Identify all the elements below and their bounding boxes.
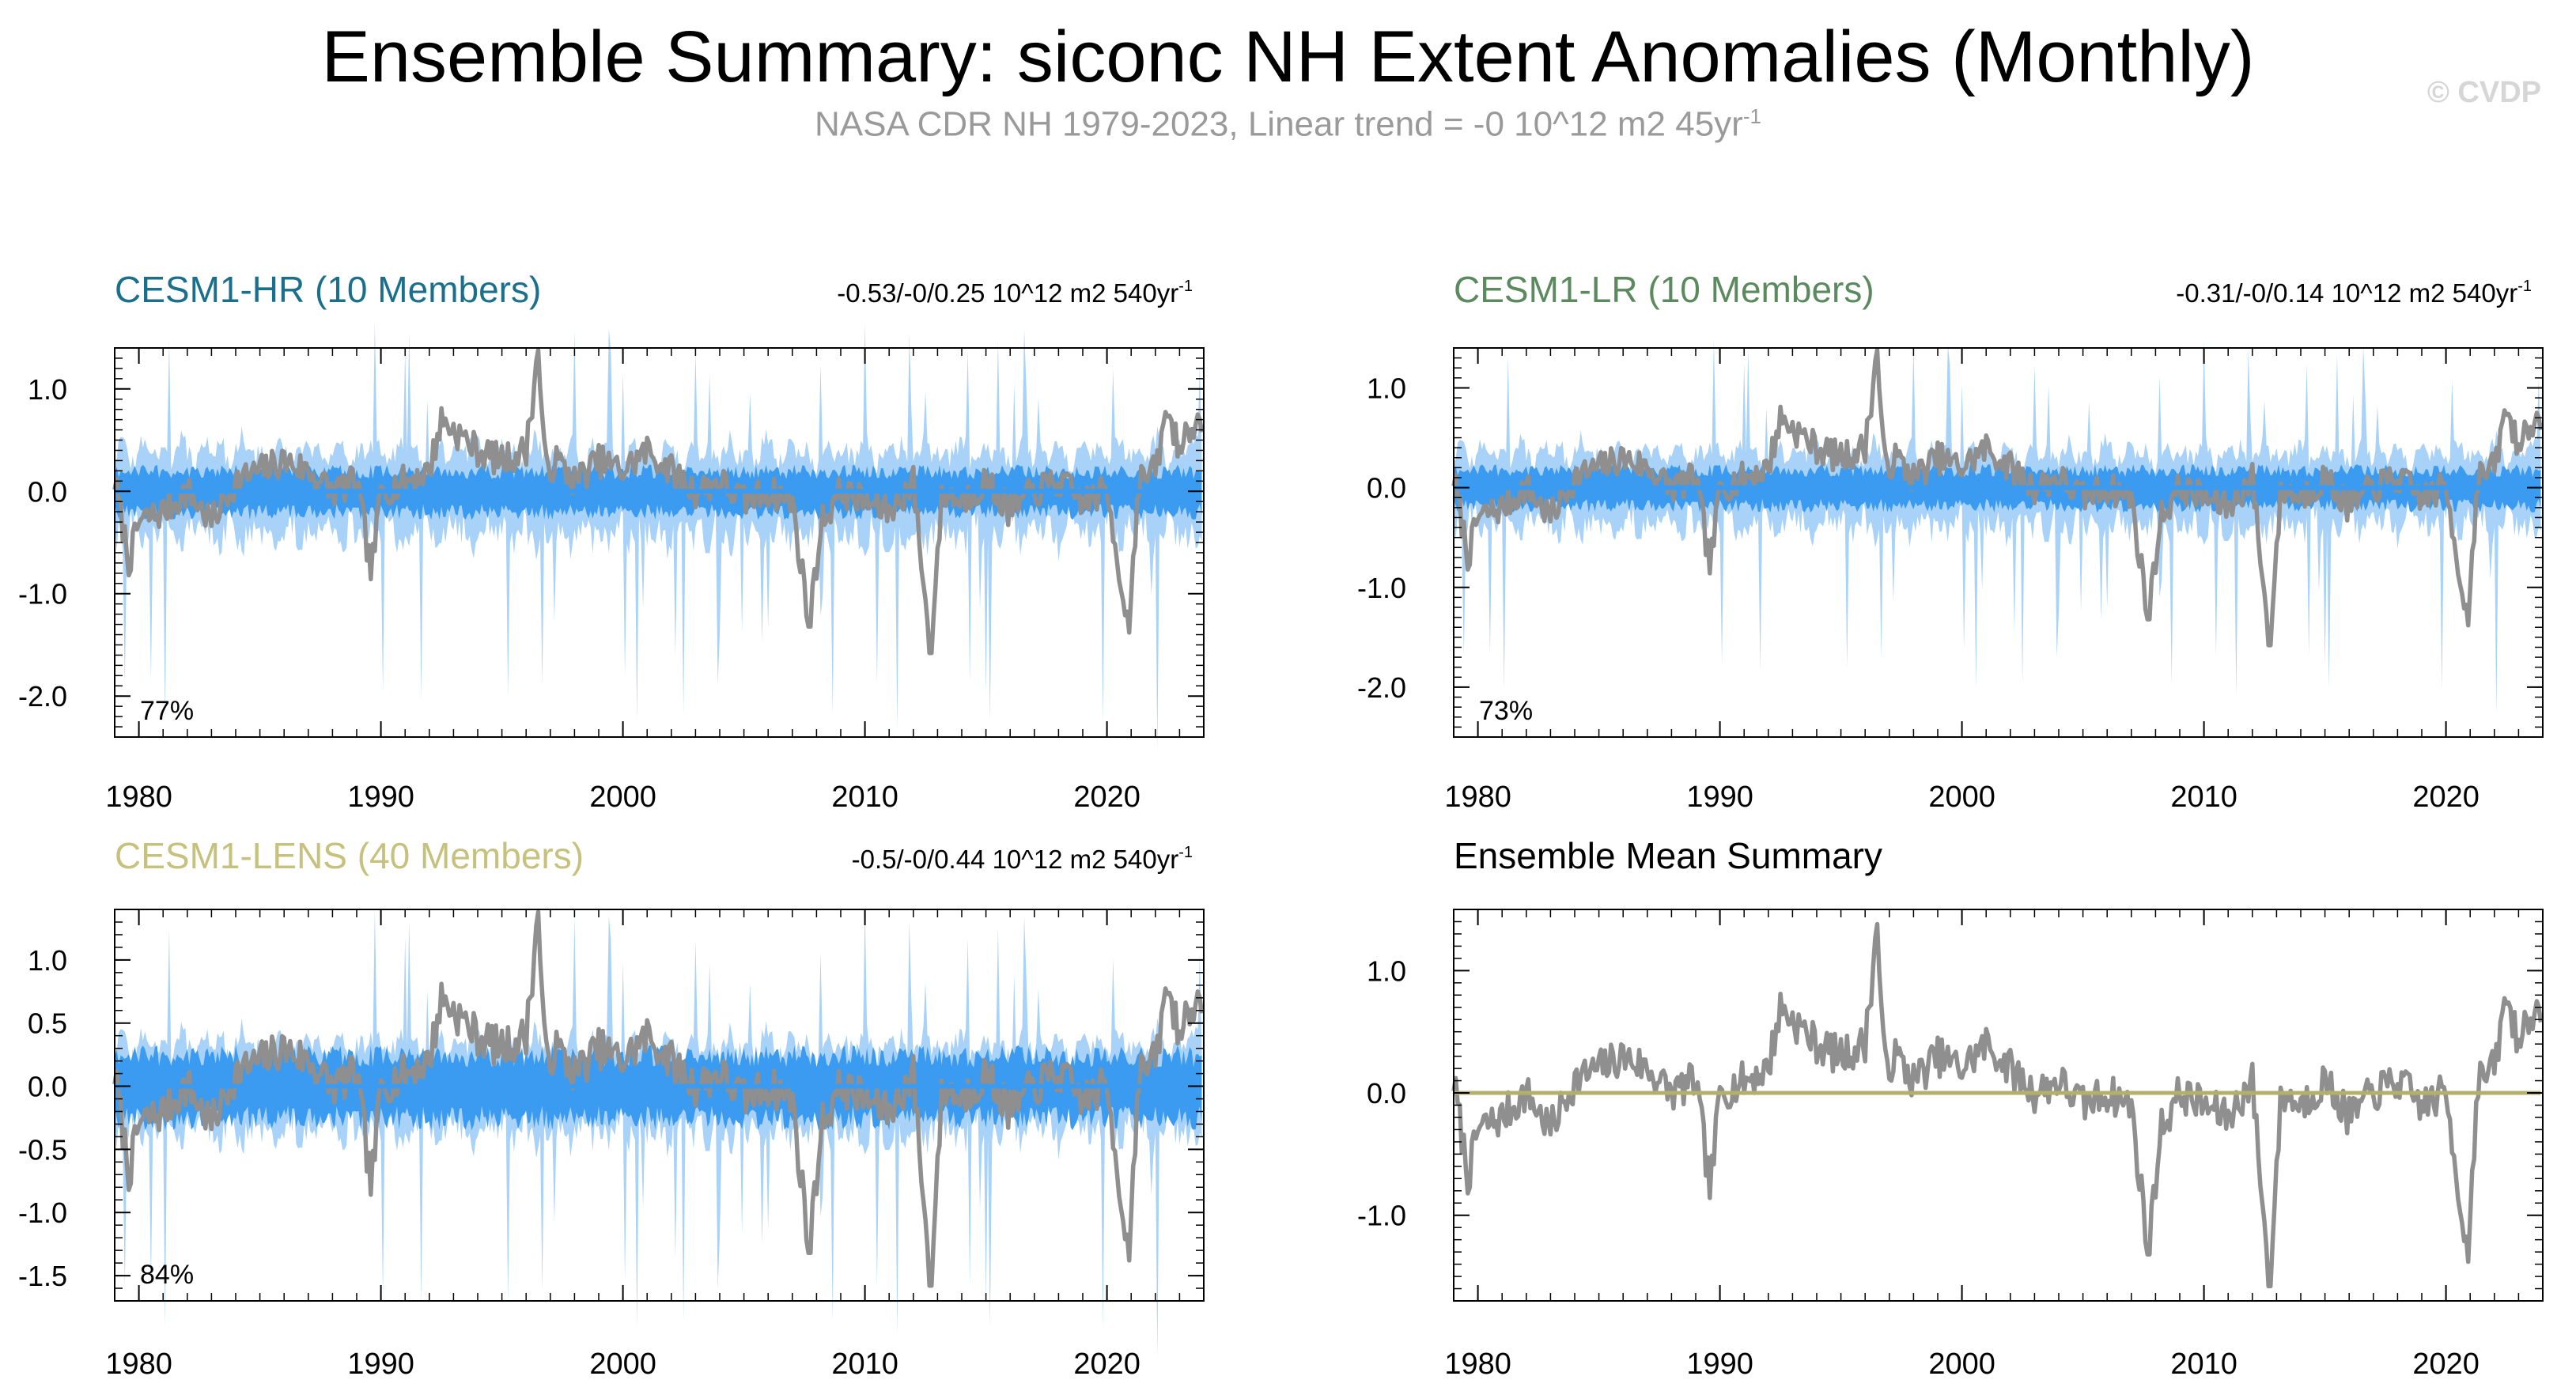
x-tick-label: 2010: [2170, 1348, 2237, 1381]
x-tick-label: 2010: [2170, 781, 2237, 814]
x-tick-label: 2020: [2412, 781, 2480, 814]
x-tick-label: 2010: [831, 1348, 898, 1381]
y-tick-label: 0.0: [28, 475, 67, 508]
x-tick-label: 1990: [347, 781, 414, 814]
panel-cesm1-lens: CESM1-LENS (40 Members) -0.5/-0/0.44 10^1…: [18, 835, 1205, 1381]
panel-cesm1-hr: CESM1-HR (10 Members) -0.53/-0/0.25 10^12…: [18, 269, 1205, 814]
trend-label: -0.5/-0/0.44 10^12 m2 540yr-1: [852, 844, 1193, 874]
x-tick-label: 1990: [1686, 1348, 1753, 1381]
x-tick-label: 2020: [2412, 1348, 2480, 1381]
ensemble-range-area: [1454, 338, 2541, 715]
plot-frame: [1453, 347, 2544, 738]
y-tick-label: -0.5: [18, 1133, 67, 1166]
y-tick-label: -1.5: [18, 1260, 67, 1292]
y-tick-label: -2.0: [1357, 671, 1406, 704]
observed-anomaly-line: [1451, 347, 2544, 648]
x-tick-label: 2010: [831, 781, 898, 814]
panel-ensemble-mean-summary: Ensemble Mean Summary 1.0 0.0 -1.0 1980 1990 2…: [1357, 835, 2544, 1381]
y-tick-label: 1.0: [28, 944, 67, 977]
x-tick-label: 1980: [105, 781, 172, 814]
y-tick-label: 0.0: [1367, 472, 1406, 505]
percent-label: 73%: [1479, 696, 1533, 726]
trend-label-text: -0.31/-0/0.14 10^12 m2 540yr: [2176, 278, 2517, 308]
ensemble-range-area: [115, 909, 1202, 1359]
y-tick-label: -1.0: [18, 1197, 67, 1229]
trend-label-text: -0.5/-0/0.44 10^12 m2 540yr: [852, 845, 1179, 874]
y-tick-label: 0.0: [1367, 1077, 1406, 1110]
x-tick-label: 1980: [1444, 781, 1511, 814]
panel-title: CESM1-LENS (40 Members): [115, 835, 584, 876]
x-tick-label: 2020: [1073, 781, 1140, 814]
trend-label-superscript: -1: [1178, 844, 1193, 861]
x-tick-label: 2000: [1928, 1348, 1995, 1381]
percent-label: 77%: [140, 696, 194, 726]
x-tick-label: 2000: [1928, 781, 1995, 814]
y-tick-label: -2.0: [18, 680, 67, 713]
y-tick-label: 0.0: [28, 1071, 67, 1103]
trend-label: -0.31/-0/0.14 10^12 m2 540yr-1: [2176, 278, 2532, 308]
trend-label-superscript: -1: [1178, 278, 1193, 295]
y-tick-label: -1.0: [1357, 572, 1406, 604]
trend-label-text: -0.53/-0/0.25 10^12 m2 540yr: [837, 278, 1178, 308]
x-tick-label: 1980: [105, 1348, 172, 1381]
figure-title: Ensemble Summary: siconc NH Extent Anoma…: [321, 17, 2255, 97]
panel-title: CESM1-HR (10 Members): [115, 269, 541, 310]
x-tick-label: 1980: [1444, 1348, 1511, 1381]
x-tick-label: 2020: [1073, 1348, 1140, 1381]
y-tick-label: 1.0: [1367, 955, 1406, 987]
trend-label-superscript: -1: [2517, 278, 2532, 295]
y-tick-label: 0.5: [28, 1008, 67, 1040]
panel-cesm1-lr: CESM1-LR (10 Members) -0.31/-0/0.14 10^12…: [1357, 269, 2544, 814]
x-tick-label: 2000: [589, 1348, 656, 1381]
y-tick-label: 1.0: [28, 373, 67, 406]
ensemble-range-area: [115, 322, 1202, 750]
panel-title: CESM1-LR (10 Members): [1454, 269, 1874, 310]
subtitle-superscript: -1: [1742, 104, 1761, 128]
y-tick-label: 1.0: [1367, 372, 1406, 404]
observed-anomaly-line: [112, 909, 1205, 1288]
subtitle-text: NASA CDR NH 1979-2023, Linear trend = -0…: [815, 104, 1743, 144]
observed-anomaly-line: [1451, 921, 2544, 1289]
observed-anomaly-line: [112, 347, 1205, 656]
plot-frame: [114, 909, 1205, 1302]
panel-title: Ensemble Mean Summary: [1454, 835, 1882, 876]
cvdp-watermark: © CVDP: [2427, 76, 2541, 109]
figure-subtitle: NASA CDR NH 1979-2023, Linear trend = -0…: [0, 104, 2576, 145]
x-tick-label: 1990: [347, 1348, 414, 1381]
y-tick-label: -1.0: [18, 578, 67, 611]
trend-label: -0.53/-0/0.25 10^12 m2 540yr-1: [837, 278, 1193, 308]
y-tick-label: -1.0: [1357, 1200, 1406, 1232]
plot-frame: [114, 347, 1205, 738]
x-tick-label: 2000: [589, 781, 656, 814]
x-tick-label: 1990: [1686, 781, 1753, 814]
percent-label: 84%: [140, 1260, 194, 1290]
